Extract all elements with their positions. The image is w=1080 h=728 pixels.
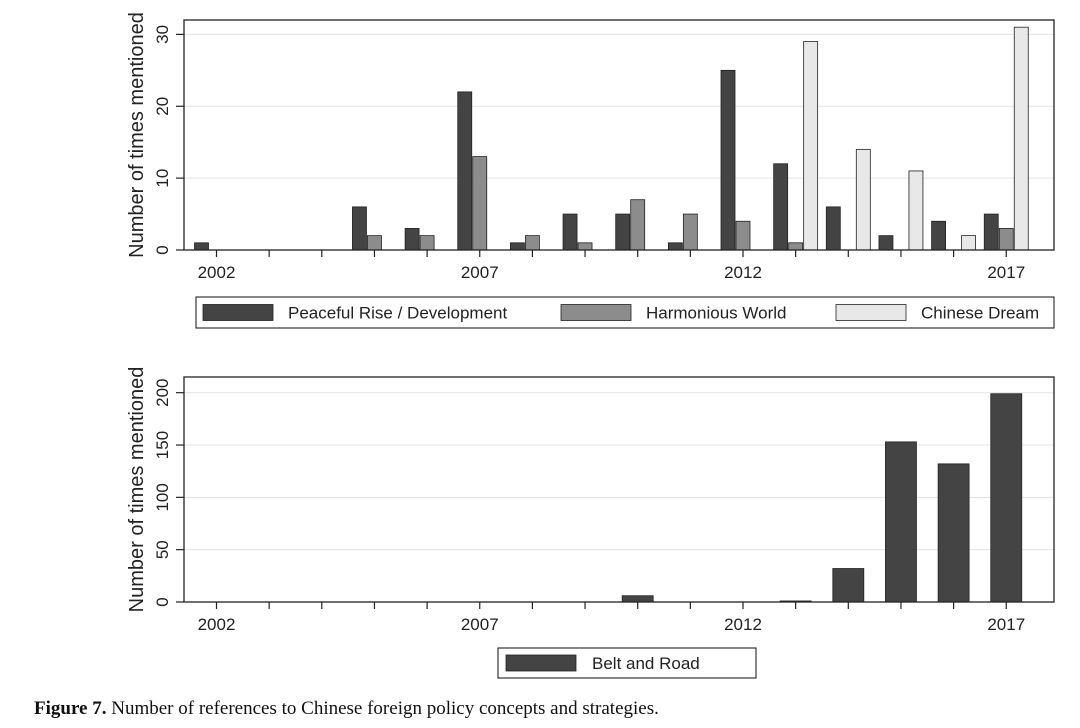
bar (562, 213, 578, 251)
bar (509, 242, 525, 251)
bar (990, 393, 1023, 603)
chart-top: 0 10 20 30 2002 2007 2012 2017 Number of times m… (126, 12, 1055, 329)
bar (630, 199, 646, 251)
bar (735, 220, 751, 251)
legend-swatch (202, 304, 274, 321)
x-tick-label: 2002 (198, 263, 236, 282)
bar (908, 170, 924, 251)
caption-label: Figure 7. (34, 698, 107, 719)
caption-text: Number of references to Chinese foreign … (106, 698, 659, 719)
bar (998, 228, 1014, 251)
legend-label: Belt and Road (592, 654, 700, 673)
bar (352, 206, 367, 251)
legend-label: Chinese Dream (921, 304, 1039, 323)
x-tick-label: 2012 (724, 615, 762, 634)
legend-label: Peaceful Rise / Development (288, 304, 508, 323)
bar (855, 148, 871, 251)
y-tick-label: 20 (153, 97, 172, 116)
plot-frame (183, 19, 1055, 251)
bar (194, 242, 209, 251)
bar (885, 441, 917, 603)
figure-caption: Figure 7. Number of references to Chines… (34, 698, 1074, 720)
x-tick-label: 2012 (724, 263, 762, 282)
bar (525, 235, 540, 251)
x-tick-label: 2007 (461, 615, 499, 634)
bar (472, 156, 488, 251)
y-tick-label: 0 (153, 597, 172, 606)
bar (983, 213, 999, 251)
y-axis-label: Number of times mentioned (126, 367, 148, 613)
y-tick-label: 0 (153, 245, 172, 254)
plot-frame (183, 376, 1055, 603)
bar (682, 213, 698, 251)
chart-bottom: 0 50 100 150 200 2002 2007 2012 2017 Number of ti… (126, 367, 1055, 679)
y-tick-label: 10 (153, 169, 172, 188)
bar (931, 220, 946, 251)
bar (615, 213, 631, 251)
bar (937, 463, 970, 603)
y-tick-label: 30 (153, 25, 172, 44)
bar (404, 228, 420, 251)
legend-label: Harmonious World (646, 304, 786, 323)
x-tick-label: 2017 (987, 615, 1025, 634)
bar (1013, 26, 1029, 251)
y-tick-label: 150 (153, 431, 172, 459)
y-axis-label: Number of times mentioned (126, 12, 148, 258)
bar (367, 235, 382, 251)
bar (577, 242, 593, 251)
y-tick-label: 200 (153, 379, 172, 407)
legend-swatch (505, 654, 577, 672)
legend-swatch (560, 304, 632, 321)
bar (832, 568, 865, 603)
bar (825, 206, 841, 251)
bar (419, 235, 435, 251)
y-tick-label: 100 (153, 483, 172, 511)
x-tick-label: 2017 (987, 263, 1025, 282)
y-tick-label: 50 (153, 540, 172, 559)
bar (803, 41, 819, 251)
bar (621, 595, 654, 603)
bar (773, 163, 789, 251)
bar (457, 91, 473, 251)
bar (878, 235, 894, 251)
bar (788, 242, 804, 251)
x-tick-label: 2002 (198, 615, 236, 634)
x-tick-label: 2007 (461, 263, 499, 282)
bar (720, 69, 736, 251)
legend-swatch (835, 304, 907, 321)
bar (961, 235, 976, 251)
bar (667, 242, 683, 251)
